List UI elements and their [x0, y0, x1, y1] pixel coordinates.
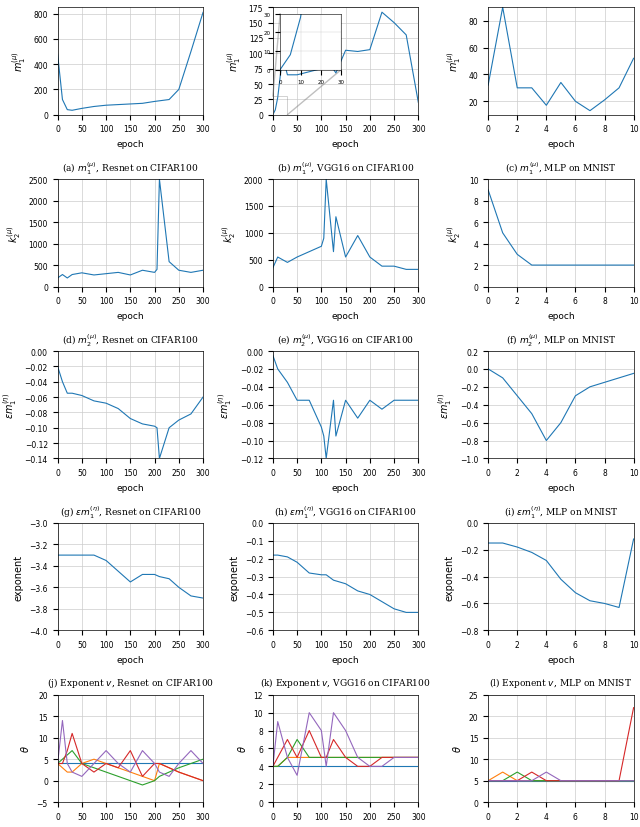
- Y-axis label: $m_1^{(\mu)}$: $m_1^{(\mu)}$: [10, 51, 28, 73]
- X-axis label: epoch: epoch: [547, 483, 575, 492]
- Y-axis label: $\varepsilon m_1^{(\eta)}$: $\varepsilon m_1^{(\eta)}$: [1, 392, 19, 418]
- X-axis label: epoch: epoch: [332, 312, 360, 320]
- Title: (b) $m_1^{(\mu)}$, VGG16 on CIFAR100: (b) $m_1^{(\mu)}$, VGG16 on CIFAR100: [277, 160, 414, 177]
- X-axis label: epoch: epoch: [547, 140, 575, 149]
- Title: (a) $m_1^{(\mu)}$, Resnet on CIFAR100: (a) $m_1^{(\mu)}$, Resnet on CIFAR100: [62, 160, 198, 177]
- Y-axis label: exponent: exponent: [229, 554, 239, 600]
- Y-axis label: $\varepsilon m_1^{(\eta)}$: $\varepsilon m_1^{(\eta)}$: [216, 392, 234, 418]
- Y-axis label: exponent: exponent: [444, 554, 454, 600]
- X-axis label: epoch: epoch: [332, 140, 360, 149]
- Title: (l) Exponent $v$, MLP on MNIST: (l) Exponent $v$, MLP on MNIST: [490, 676, 632, 690]
- Title: (f) $m_2^{(\mu)}$, MLP on MNIST: (f) $m_2^{(\mu)}$, MLP on MNIST: [506, 332, 616, 349]
- Title: (e) $m_2^{(\mu)}$, VGG16 on CIFAR100: (e) $m_2^{(\mu)}$, VGG16 on CIFAR100: [277, 332, 414, 349]
- Y-axis label: $m_1^{(\mu)}$: $m_1^{(\mu)}$: [445, 51, 463, 73]
- Title: (i) $\varepsilon m_1^{(\eta)}$, MLP on MNIST: (i) $\varepsilon m_1^{(\eta)}$, MLP on M…: [504, 504, 618, 520]
- Title: (c) $m_1^{(\mu)}$, MLP on MNIST: (c) $m_1^{(\mu)}$, MLP on MNIST: [505, 160, 617, 177]
- Y-axis label: exponent: exponent: [14, 554, 24, 600]
- Title: (h) $\varepsilon m_1^{(\eta)}$, VGG16 on CIFAR100: (h) $\varepsilon m_1^{(\eta)}$, VGG16 on…: [275, 504, 417, 520]
- Y-axis label: $k_2^{(\mu)}$: $k_2^{(\mu)}$: [445, 225, 463, 242]
- Bar: [273, 97, 287, 116]
- Y-axis label: $\theta$: $\theta$: [19, 744, 31, 753]
- Title: (j) Exponent $v$, Resnet on CIFAR100: (j) Exponent $v$, Resnet on CIFAR100: [47, 676, 214, 690]
- X-axis label: epoch: epoch: [547, 312, 575, 320]
- X-axis label: epoch: epoch: [116, 655, 144, 664]
- Y-axis label: $\theta$: $\theta$: [451, 744, 463, 753]
- Title: (g) $\varepsilon m_1^{(\eta)}$, Resnet on CIFAR100: (g) $\varepsilon m_1^{(\eta)}$, Resnet o…: [60, 504, 201, 520]
- Y-axis label: $k_2^{(\mu)}$: $k_2^{(\mu)}$: [220, 225, 238, 242]
- Title: (k) Exponent $v$, VGG16 on CIFAR100: (k) Exponent $v$, VGG16 on CIFAR100: [260, 676, 431, 690]
- Title: (d) $m_2^{(\mu)}$, Resnet on CIFAR100: (d) $m_2^{(\mu)}$, Resnet on CIFAR100: [62, 332, 198, 349]
- X-axis label: epoch: epoch: [332, 483, 360, 492]
- Y-axis label: $\theta$: $\theta$: [236, 744, 248, 753]
- X-axis label: epoch: epoch: [332, 655, 360, 664]
- X-axis label: epoch: epoch: [116, 483, 144, 492]
- Y-axis label: $k_2^{(\mu)}$: $k_2^{(\mu)}$: [5, 225, 23, 242]
- X-axis label: epoch: epoch: [547, 655, 575, 664]
- Y-axis label: $\varepsilon m_1^{(\eta)}$: $\varepsilon m_1^{(\eta)}$: [436, 392, 454, 418]
- X-axis label: epoch: epoch: [116, 312, 144, 320]
- Y-axis label: $m_1^{(\mu)}$: $m_1^{(\mu)}$: [225, 51, 243, 73]
- X-axis label: epoch: epoch: [116, 140, 144, 149]
